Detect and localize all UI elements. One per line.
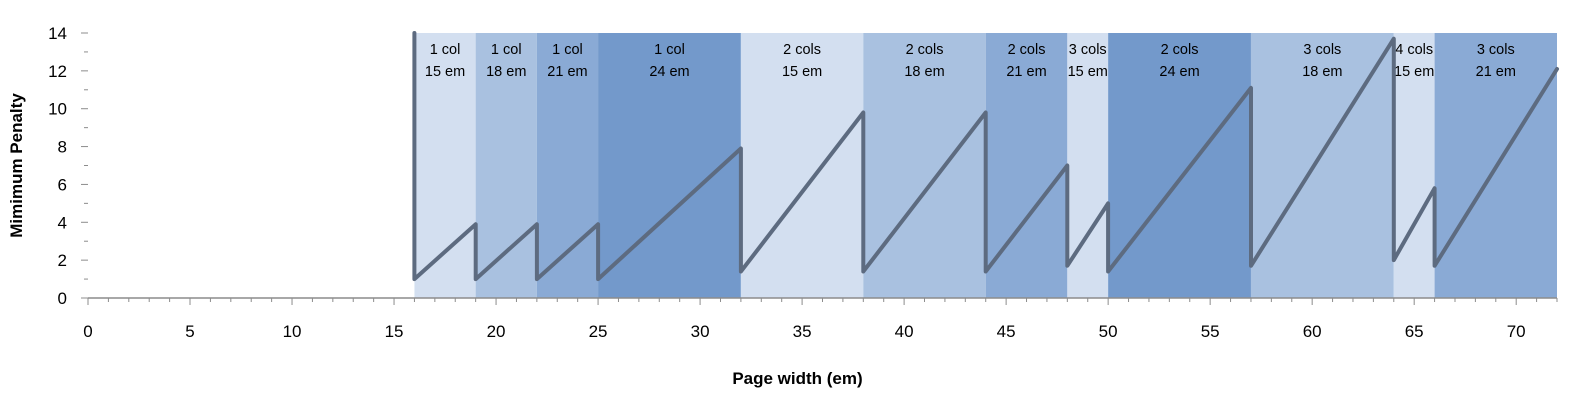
- series-layer: [412, 31, 1559, 282]
- band-label-layout: 2 cols: [1161, 42, 1199, 58]
- band-label-width: 18 em: [1302, 64, 1342, 80]
- band-region: [863, 33, 986, 298]
- x-tick-label: 30: [691, 322, 710, 341]
- y-axis-title: Mimimum Penalty: [7, 93, 26, 238]
- band-label-width: 15 em: [1068, 64, 1108, 80]
- tick-labels: 0 5 10 15 20 25 30 35 40 45 50 55 60 65 70 0 2 4 6 8 10 12 14: [48, 24, 1526, 341]
- band-label-width: 15 em: [782, 64, 822, 80]
- band-region: [1108, 33, 1251, 298]
- tick-marks: [81, 32, 1558, 305]
- x-tick-label: 50: [1099, 322, 1118, 341]
- band-label-layout: 1 col: [491, 42, 522, 58]
- band-label-layout: 2 cols: [783, 42, 821, 58]
- band-label-width: 15 em: [1394, 64, 1434, 80]
- band-label-width: 21 em: [1006, 64, 1046, 80]
- band-label-width: 18 em: [486, 64, 526, 80]
- band-region: [598, 33, 741, 298]
- y-tick-label: 14: [48, 24, 67, 43]
- y-tick-label: 4: [58, 213, 67, 232]
- x-tick-label: 15: [385, 322, 404, 341]
- band-label-layout: 4 cols: [1395, 42, 1433, 58]
- band-region: [740, 33, 864, 298]
- band-label-width: 24 em: [1159, 64, 1199, 80]
- band-label-width: 15 em: [425, 64, 465, 80]
- x-axis-title: Page width (em): [732, 369, 862, 388]
- y-tick-label: 10: [48, 100, 67, 119]
- band-label-width: 24 em: [649, 64, 689, 80]
- band-region: [1393, 33, 1435, 298]
- band-label-layout: 1 col: [430, 42, 461, 58]
- band-label-layout: 1 col: [552, 42, 583, 58]
- x-tick-label: 25: [589, 322, 608, 341]
- band-regions: [414, 33, 1557, 298]
- x-tick-label: 60: [1303, 322, 1322, 341]
- band-label-layout: 1 col: [654, 42, 685, 58]
- x-tick-label: 10: [283, 322, 302, 341]
- x-tick-label: 65: [1405, 322, 1424, 341]
- y-tick-label: 6: [58, 175, 67, 194]
- x-tick-label: 70: [1507, 322, 1526, 341]
- y-tick-label: 8: [58, 138, 67, 157]
- band-label-layout: 3 cols: [1477, 42, 1515, 58]
- x-tick-label: 20: [487, 322, 506, 341]
- band-label-layout: 2 cols: [1008, 42, 1046, 58]
- band-label-layout: 3 cols: [1069, 42, 1107, 58]
- x-tick-label: 35: [793, 322, 812, 341]
- x-tick-label: 5: [185, 322, 194, 341]
- x-tick-label: 40: [895, 322, 914, 341]
- band-label-layout: 3 cols: [1303, 42, 1341, 58]
- band-label-width: 21 em: [1476, 64, 1516, 80]
- x-tick-label: 55: [1201, 322, 1220, 341]
- x-tick-label: 0: [83, 322, 92, 341]
- y-tick-label: 12: [48, 62, 67, 81]
- band-labels: 1 col 15 em 1 col 18 em 1 col 21 em 1 col 24 em…: [425, 42, 1516, 80]
- y-tick-label: 0: [58, 289, 67, 308]
- band-label-width: 18 em: [904, 64, 944, 80]
- band-label-width: 21 em: [547, 64, 587, 80]
- x-tick-label: 45: [997, 322, 1016, 341]
- y-tick-label: 2: [58, 251, 67, 270]
- band-label-layout: 2 cols: [906, 42, 944, 58]
